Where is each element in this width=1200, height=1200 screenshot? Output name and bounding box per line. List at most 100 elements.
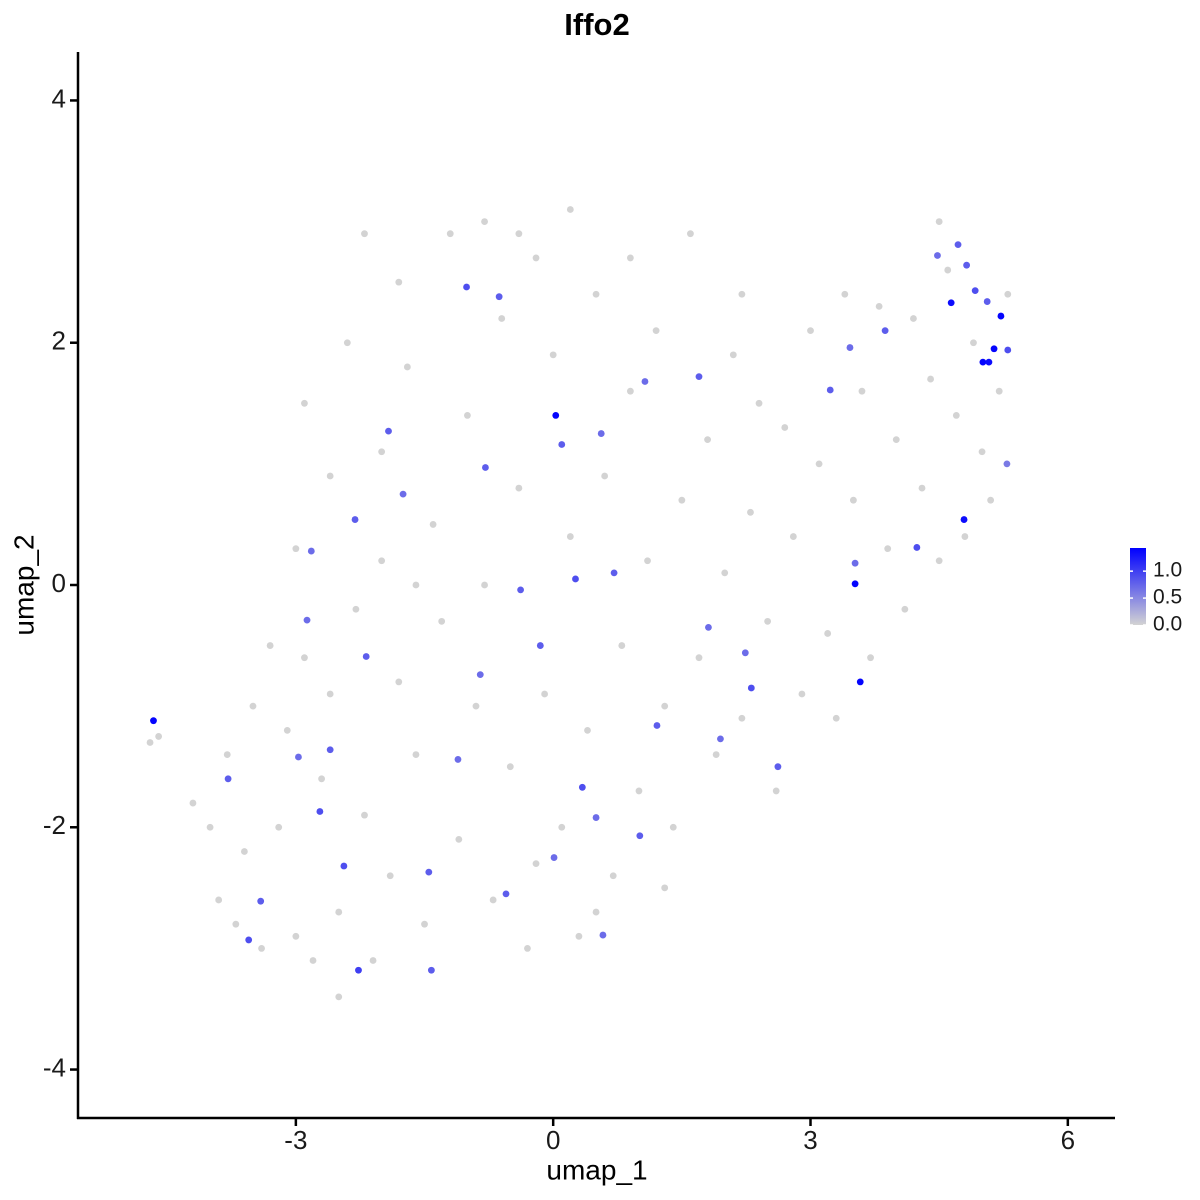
cell-point: [283, 726, 291, 734]
cell-point: [807, 327, 814, 335]
cell-point: [983, 298, 991, 305]
y-tick-label: 4: [52, 83, 66, 113]
cell-point: [515, 230, 523, 238]
cell-point: [292, 932, 300, 940]
cell-point: [326, 690, 334, 698]
cell-point: [245, 936, 253, 944]
colorbar-label: 1.0: [1153, 559, 1182, 582]
cell-point: [412, 751, 420, 758]
cell-point: [738, 714, 746, 722]
cell-point: [717, 735, 724, 743]
cell-point: [661, 702, 669, 710]
cell-point: [747, 508, 754, 516]
cell-point: [429, 521, 437, 528]
cell-point: [361, 230, 368, 238]
cell-point: [215, 896, 223, 904]
cell-point: [987, 496, 995, 504]
cell-point: [851, 580, 859, 588]
cell-point: [772, 787, 780, 795]
cell-point: [592, 908, 600, 916]
colorbar: [1130, 548, 1146, 625]
cell-point: [482, 464, 489, 471]
cell-point: [961, 533, 969, 540]
cell-point: [597, 430, 605, 437]
cell-point: [875, 302, 883, 310]
cell-point: [841, 290, 849, 298]
y-tick-label: -4: [43, 1052, 66, 1082]
colorbar-label: 0.5: [1153, 586, 1182, 609]
cell-point: [644, 557, 651, 565]
cell-point: [301, 654, 308, 662]
cell-point: [403, 363, 411, 371]
cell-point: [223, 751, 231, 758]
cell-point: [481, 581, 488, 589]
cell-point: [934, 252, 941, 259]
cell-point: [295, 753, 302, 761]
cell-point: [472, 702, 480, 710]
cell-point: [971, 287, 979, 295]
cell-point: [687, 230, 694, 238]
cell-point: [241, 848, 248, 855]
cell-point: [881, 327, 889, 335]
cell-point: [789, 533, 797, 540]
cell-point: [584, 726, 591, 734]
cell-point: [335, 908, 343, 916]
cell-point: [552, 412, 560, 419]
cell-point: [275, 823, 283, 831]
cell-point: [729, 351, 737, 359]
cell-point: [489, 896, 497, 904]
cell-point: [257, 897, 265, 905]
cell-point: [978, 448, 986, 456]
cell-point: [695, 373, 703, 381]
cell-point: [455, 835, 463, 843]
cell-point: [206, 823, 214, 831]
cell-point: [652, 327, 660, 335]
cell-point: [421, 920, 428, 928]
cell-point: [963, 261, 971, 269]
cell-point: [661, 884, 669, 892]
cell-point: [309, 957, 317, 964]
cell-point: [653, 722, 661, 729]
cell-point: [476, 671, 484, 679]
y-axis-title: umap_2: [8, 534, 39, 635]
cell-point: [578, 783, 586, 791]
cell-point: [985, 358, 993, 366]
cell-point: [712, 751, 720, 758]
cell-point: [335, 993, 343, 1001]
cell-point: [599, 931, 607, 939]
cell-point: [386, 872, 394, 880]
cell-point: [970, 339, 977, 347]
cell-point: [502, 890, 510, 898]
cell-point: [524, 945, 531, 952]
cell-point: [954, 241, 962, 249]
colorbar-label: 0.0: [1153, 613, 1182, 636]
cell-point: [532, 254, 540, 262]
x-tick-label: 0: [546, 1125, 560, 1155]
cell-point: [636, 832, 644, 840]
cell-point: [764, 617, 772, 625]
cell-point: [326, 746, 334, 754]
cell-point: [399, 490, 407, 498]
cell-point: [741, 649, 749, 657]
cell-point: [316, 808, 324, 815]
cell-point: [427, 966, 435, 974]
cell-point: [846, 344, 854, 351]
cell-point: [249, 702, 257, 710]
cell-point: [232, 920, 240, 928]
cell-point: [303, 616, 311, 624]
cell-point: [340, 862, 348, 870]
cell-point: [558, 823, 566, 831]
cell-point: [618, 642, 626, 649]
chart-title: Iffo2: [564, 7, 629, 42]
cell-point: [224, 775, 232, 783]
cell-point: [995, 387, 1003, 395]
cell-point: [369, 957, 377, 964]
cell-point: [721, 569, 729, 577]
x-tick-label: -3: [284, 1125, 307, 1155]
cell-point: [326, 472, 334, 480]
cell-point: [798, 690, 806, 698]
cell-point: [1004, 290, 1012, 298]
cell-point: [952, 412, 960, 419]
cell-point: [704, 436, 711, 444]
